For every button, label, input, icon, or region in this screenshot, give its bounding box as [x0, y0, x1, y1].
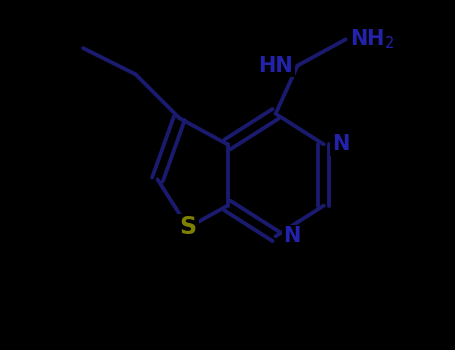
Text: N: N: [283, 226, 301, 246]
Text: HN: HN: [258, 56, 293, 76]
Text: S: S: [180, 216, 197, 239]
Text: NH$_2$: NH$_2$: [350, 28, 394, 51]
Text: N: N: [332, 134, 349, 154]
